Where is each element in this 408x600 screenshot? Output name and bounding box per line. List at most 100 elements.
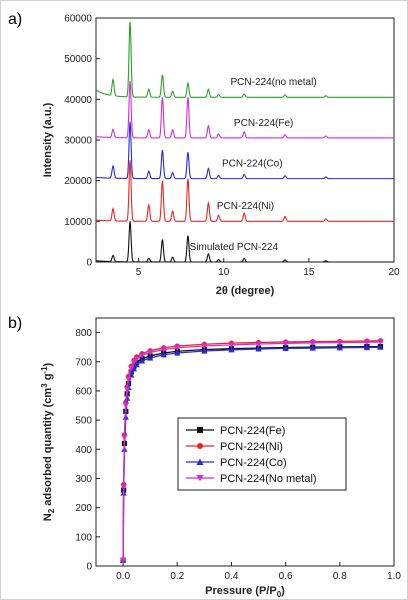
isotherm-y-label-sup2: -1: [40, 366, 49, 374]
xrd-trace: [95, 160, 394, 222]
xrd-trace-label: Simulated PCN-224: [190, 242, 279, 253]
isotherm-point: [160, 351, 167, 358]
isotherm-point: [377, 344, 384, 350]
xrd-y-axis-label: Intensity (a.u.): [42, 102, 54, 177]
isotherm-x-tick-label: 1.0: [387, 571, 401, 582]
panel-b-label: b): [8, 315, 22, 332]
isotherm-point: [174, 349, 181, 356]
isotherm-point: [130, 365, 138, 372]
isotherm-y-tick-label: 100: [75, 532, 92, 543]
isotherm-y-label-sub: 2: [47, 508, 56, 513]
isotherm-y-axis-label: N2 adsorbed quantity (cm3 g-1): [40, 362, 56, 521]
xrd-y-tick-label: 0: [86, 258, 92, 269]
legend-label: PCN-224(Fe): [220, 425, 285, 437]
isotherm-point: [196, 458, 204, 465]
isotherm-point: [124, 386, 131, 393]
isotherm-x-tick-label: 0.8: [333, 571, 347, 582]
legend-label: PCN-224(Co): [220, 457, 287, 469]
isotherm-y-tick-label: 0: [86, 562, 92, 573]
isotherm-point: [121, 435, 128, 441]
xrd-trace: [95, 221, 394, 263]
isotherm-point: [309, 344, 316, 351]
xrd-y-tick-label: 40000: [64, 95, 92, 106]
xrd-trace: [95, 21, 394, 98]
xrd-y-tick-label: 20000: [64, 176, 92, 187]
isotherm-plot-frame: [95, 317, 395, 567]
isotherm-point: [363, 339, 371, 346]
isotherm-point: [160, 346, 167, 353]
xrd-trace: [95, 80, 394, 139]
isotherm-y-label-end: ): [42, 362, 54, 366]
isotherm-y-tick-label: 400: [75, 445, 92, 456]
isotherm-x-tick-label: 0.6: [279, 571, 293, 582]
isotherm-point: [138, 357, 146, 364]
isotherm-point: [255, 345, 262, 352]
isotherm-point: [197, 443, 203, 449]
isotherm-point: [133, 356, 140, 362]
isotherm-y-tick-label: 200: [75, 503, 92, 514]
xrd-y-tick-label: 60000: [64, 14, 92, 25]
legend-label: PCN-224(No metal): [220, 473, 317, 485]
xrd-trace-label: PCN-224(Ni): [217, 201, 274, 212]
xrd-trace: [95, 121, 394, 180]
isotherm-point: [201, 343, 208, 350]
isotherm-y-label-n: N: [42, 513, 54, 521]
xrd-x-tick-label: 5: [136, 267, 142, 278]
isotherm-y-tick-label: 600: [75, 386, 92, 397]
isotherm-point: [336, 344, 343, 351]
xrd-y-tick-label: 30000: [64, 136, 92, 147]
xrd-y-tick-label: 50000: [64, 54, 92, 65]
isotherm-point: [336, 339, 343, 346]
isotherm-y-label-rest: adsorbed quantity (cm: [42, 388, 54, 509]
isotherm-point: [377, 339, 384, 346]
isotherm-x-tick-label: 0.0: [116, 571, 130, 582]
isotherm-x-tick-label: 0.2: [170, 571, 184, 582]
isotherm-point: [255, 341, 262, 348]
isotherm-y-label-g: g: [42, 374, 54, 384]
xrd-x-axis-label: 2θ (degree): [216, 285, 275, 297]
legend-label: PCN-224(Ni): [220, 441, 283, 453]
isotherm-point: [282, 345, 289, 351]
isotherm-y-tick-label: 500: [75, 416, 92, 427]
isotherm-point: [282, 340, 289, 347]
isotherm-point: [120, 484, 127, 491]
isotherm-point: [147, 354, 154, 361]
isotherm-x-label-end: ): [281, 585, 285, 597]
isotherm-point: [201, 347, 208, 354]
xrd-x-tick-label: 20: [388, 267, 400, 278]
isotherm-plot: 0.0 0.2 0.4 0.6 0.8 1.0 0 100 200 300 400 500 600 700…: [75, 317, 401, 582]
isotherm-x-label-sub: 0: [277, 590, 282, 599]
xrd-plot-frame: [95, 17, 395, 263]
isotherm-point: [119, 557, 127, 564]
isotherm-point: [130, 359, 138, 366]
isotherm-point: [228, 342, 235, 348]
isotherm-point: [228, 346, 235, 353]
isotherm-point: [128, 365, 135, 372]
isotherm-y-tick-label: 300: [75, 474, 92, 485]
isotherm-point: [147, 349, 154, 356]
xrd-trace-label: PCN-224(Fe): [234, 118, 293, 129]
xrd-x-tick-label: 15: [303, 267, 315, 278]
xrd-plot: 5 10 15 20 0 10000 20000 30000 40000 50000 60000 Si…: [64, 14, 400, 279]
xrd-x-tick-label: 10: [218, 267, 230, 278]
isotherm-y-label-sup: 3: [40, 383, 49, 388]
isotherm-point: [309, 340, 316, 346]
isotherm-point: [363, 344, 371, 351]
isotherm-point: [196, 475, 204, 482]
isotherm-point: [133, 361, 140, 368]
xrd-trace-label: PCN-224(no metal): [231, 77, 317, 88]
isotherm-point: [174, 345, 181, 351]
isotherm-y-tick-label: 700: [75, 357, 92, 368]
isotherm-y-tick-label: 800: [75, 328, 92, 339]
isotherm-point: [124, 395, 131, 401]
isotherm-x-axis-label: Pressure (P/P0): [205, 585, 285, 599]
xrd-trace-label: PCN-224(Co): [222, 158, 283, 169]
isotherm-point: [122, 402, 129, 409]
xrd-y-tick-label: 10000: [64, 217, 92, 228]
isotherm-point: [138, 352, 146, 359]
isotherm-x-tick-label: 0.4: [225, 571, 239, 582]
isotherm-point: [125, 376, 132, 383]
isotherm-point: [197, 427, 203, 433]
panel-a-label: a): [8, 11, 22, 28]
